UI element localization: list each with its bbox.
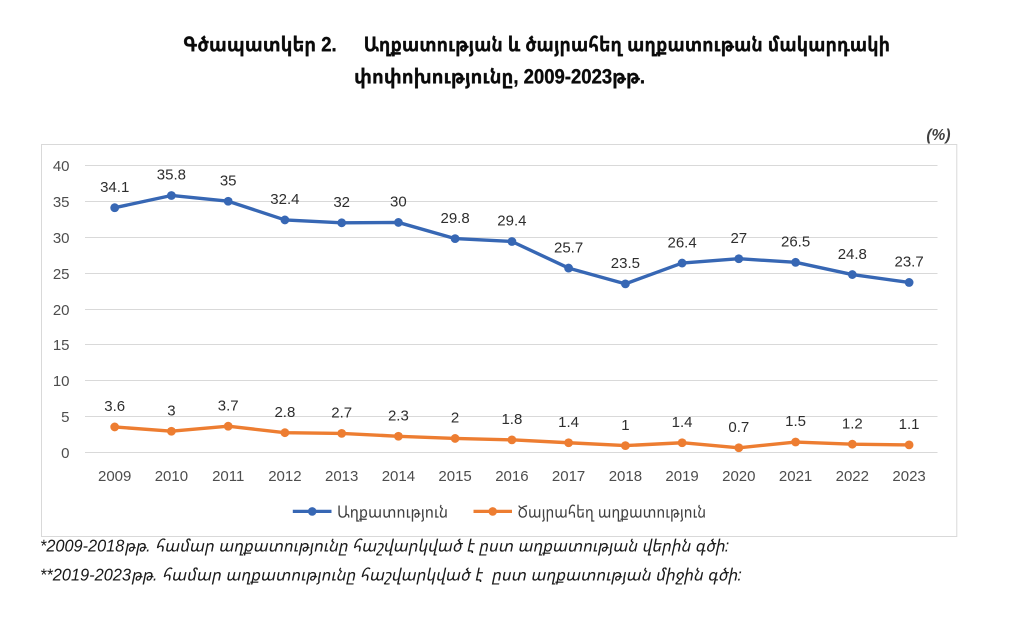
svg-text:2: 2 (451, 410, 459, 427)
svg-text:29.8: 29.8 (440, 210, 469, 227)
svg-text:2017: 2017 (552, 468, 585, 485)
svg-text:29.4: 29.4 (497, 213, 526, 230)
svg-text:5: 5 (61, 409, 69, 426)
svg-text:2013: 2013 (325, 468, 358, 485)
svg-text:1.4: 1.4 (672, 414, 693, 431)
svg-text:2022: 2022 (836, 468, 869, 485)
svg-text:15: 15 (53, 337, 70, 354)
svg-text:2023: 2023 (892, 468, 925, 485)
svg-text:(%): (%) (926, 127, 950, 144)
svg-text:26.4: 26.4 (667, 234, 696, 251)
svg-text:1.2: 1.2 (842, 415, 863, 432)
svg-text:24.8: 24.8 (838, 246, 867, 263)
svg-text:10: 10 (53, 373, 70, 390)
svg-text:2.8: 2.8 (274, 404, 295, 421)
svg-text:2015: 2015 (438, 468, 471, 485)
svg-text:35.8: 35.8 (157, 167, 186, 184)
svg-text:1.4: 1.4 (558, 414, 579, 431)
svg-text:34.1: 34.1 (100, 179, 129, 196)
svg-text:2014: 2014 (382, 468, 415, 485)
svg-text:23.7: 23.7 (894, 254, 923, 271)
svg-text:2011: 2011 (212, 468, 244, 485)
svg-text:30: 30 (53, 230, 70, 247)
svg-text:2018: 2018 (609, 468, 642, 485)
svg-text:2016: 2016 (495, 468, 528, 485)
svg-text:0.7: 0.7 (728, 419, 749, 436)
svg-text:3: 3 (167, 402, 175, 419)
svg-text:2.7: 2.7 (331, 405, 352, 422)
svg-text:20: 20 (53, 302, 70, 319)
svg-text:35: 35 (53, 194, 70, 211)
svg-text:32: 32 (333, 194, 350, 211)
svg-text:40: 40 (53, 158, 70, 175)
svg-text:35: 35 (220, 172, 237, 189)
svg-text:23.5: 23.5 (611, 255, 640, 272)
svg-text:32.4: 32.4 (270, 191, 299, 208)
svg-text:2019: 2019 (665, 468, 698, 485)
svg-text:1.8: 1.8 (501, 411, 522, 428)
svg-text:2021: 2021 (779, 468, 812, 485)
svg-text:25: 25 (53, 266, 70, 283)
svg-text:1.1: 1.1 (899, 416, 920, 433)
svg-text:2010: 2010 (155, 468, 188, 485)
svg-text:27: 27 (730, 230, 747, 247)
svg-text:3.7: 3.7 (218, 397, 239, 414)
svg-text:25.7: 25.7 (554, 239, 583, 256)
svg-text:2012: 2012 (268, 468, 301, 485)
svg-text:26.5: 26.5 (781, 234, 810, 251)
svg-text:2.3: 2.3 (388, 407, 409, 424)
svg-text:2020: 2020 (722, 468, 755, 485)
svg-text:2009: 2009 (98, 468, 131, 485)
svg-text:1.5: 1.5 (785, 413, 806, 430)
svg-text:1: 1 (621, 417, 629, 434)
svg-text:3.6: 3.6 (104, 398, 125, 415)
svg-text:0: 0 (61, 445, 69, 462)
svg-text:30: 30 (390, 194, 407, 211)
